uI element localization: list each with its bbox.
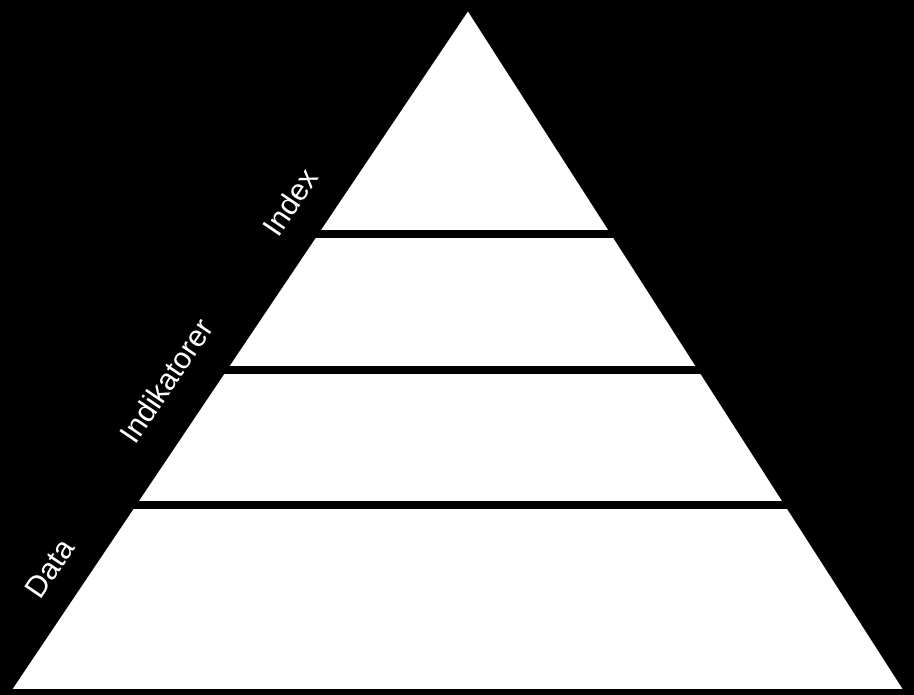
pyramid-band-0 bbox=[5, 505, 910, 693]
pyramid-diagram: DataIndikatorerIndex bbox=[0, 0, 914, 695]
pyramid-band-1 bbox=[131, 370, 789, 505]
